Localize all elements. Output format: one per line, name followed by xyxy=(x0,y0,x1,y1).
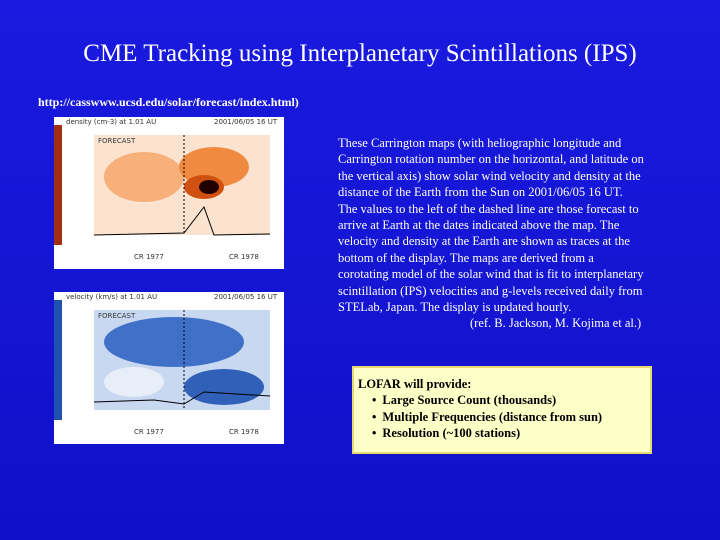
map-blob xyxy=(104,367,164,397)
lofar-list: Large Source Count (thousands)Multiple F… xyxy=(358,392,650,441)
lofar-heading: LOFAR will provide: xyxy=(358,377,472,391)
map-rotation: CR 1978 xyxy=(229,428,259,436)
map-rotation: CR 1978 xyxy=(229,253,259,261)
trace xyxy=(93,391,271,405)
map-forecast: FORECAST xyxy=(98,137,136,145)
description-line: scintillation (IPS) velocities and g-lev… xyxy=(338,283,643,298)
description-line: The values to the left of the dashed lin… xyxy=(338,201,639,216)
description-line: arrive at Earth at the dates indicated a… xyxy=(338,218,620,233)
map-blob xyxy=(104,152,184,202)
map-label: density (cm-3) at 1.01 AU xyxy=(66,118,156,126)
map-label: velocity (km/s) at 1.01 AU xyxy=(66,293,157,301)
map-time: 2001/06/05 16 UT xyxy=(214,293,278,301)
map-core xyxy=(199,180,219,194)
slide-title: CME Tracking using Interplanetary Scinti… xyxy=(83,40,637,67)
reference: (ref. B. Jackson, M. Kojima et al.) xyxy=(470,316,642,331)
lofar-item: Resolution (~100 stations) xyxy=(372,425,650,441)
description-line: velocity and density at the Earth are sh… xyxy=(338,234,630,249)
lofar-box: LOFAR will provide: Large Source Count (… xyxy=(352,366,652,454)
map-rotation: CR 1977 xyxy=(134,253,164,261)
description-line: Carrington rotation number on the horizo… xyxy=(338,152,644,167)
description-line: the vertical axis) show solar wind veloc… xyxy=(338,168,641,183)
source-url: http://casswww.ucsd.edu/solar/forecast/i… xyxy=(38,95,299,109)
velocity-map: velocity (km/s) at 1.01 AU 2001/06/05 16… xyxy=(54,292,284,444)
trace xyxy=(93,205,271,236)
map-blob xyxy=(104,317,244,367)
map-blob xyxy=(184,369,264,405)
density-map: density (cm-3) at 1.01 AU 2001/06/05 16 … xyxy=(54,117,284,269)
description: These Carrington maps (with heliographic… xyxy=(338,135,644,332)
color-bar xyxy=(54,300,62,420)
map-rotation: CR 1977 xyxy=(134,428,164,436)
description-line: corotating model of the solar wind that … xyxy=(338,267,644,282)
description-line: distance of the Earth from the Sun on 20… xyxy=(338,185,623,200)
map-time: 2001/06/05 16 UT xyxy=(214,118,278,126)
color-bar xyxy=(54,125,62,245)
lofar-item: Large Source Count (thousands) xyxy=(372,392,650,408)
description-line: These Carrington maps (with heliographic… xyxy=(338,136,622,150)
map-forecast: FORECAST xyxy=(98,312,136,320)
description-line: STELab, Japan. The display is updated ho… xyxy=(338,300,572,315)
description-line: bottom of the display. The maps are deri… xyxy=(338,250,594,265)
lofar-item: Multiple Frequencies (distance from sun) xyxy=(372,409,650,425)
